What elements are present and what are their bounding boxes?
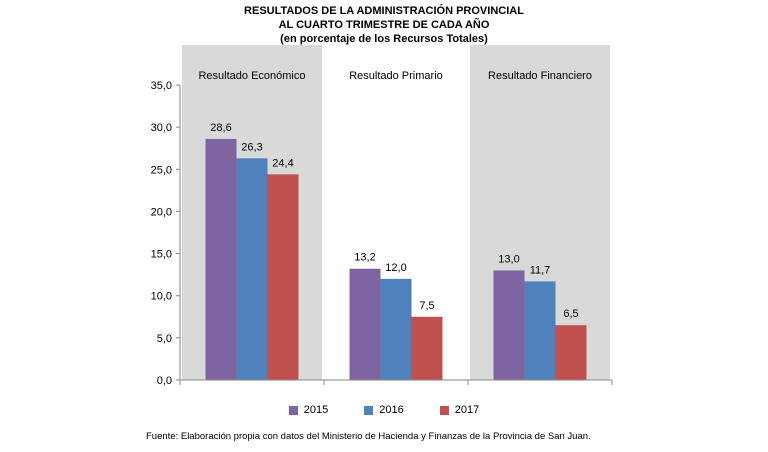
bar-2017 (267, 174, 299, 380)
y-tick-label: 15,0 (151, 249, 172, 261)
legend-label-2016: 2016 (379, 404, 404, 416)
y-tick-label: 5,0 (157, 333, 172, 345)
bar-2015 (349, 268, 381, 380)
legend-swatch-2016 (364, 405, 374, 415)
data-label: 13,0 (498, 253, 519, 265)
bar-2016 (524, 281, 556, 380)
legend-label-2017: 2017 (454, 404, 480, 416)
data-label: 11,7 (530, 264, 551, 276)
bar-2015 (493, 270, 525, 380)
category-label: Resultado Económico (198, 70, 305, 82)
source-note: Fuente: Elaboración propia con datos del… (146, 431, 591, 442)
y-tick-label: 30,0 (151, 122, 172, 134)
data-label: 7,5 (419, 300, 434, 312)
legend-label-2015: 2015 (303, 404, 329, 416)
bar-2017 (411, 316, 443, 380)
y-tick-label: 0,0 (157, 375, 172, 387)
chart-titles: RESULTADOS DE LA ADMINISTRACIÓN PROVINCI… (0, 4, 768, 46)
data-label: 13,2 (354, 252, 375, 264)
data-label: 12,0 (385, 262, 406, 274)
bar-2016 (380, 278, 412, 380)
y-tick-label: 10,0 (151, 291, 172, 303)
chart-subtitle-units: (en porcentaje de los Recursos Totales) (280, 33, 488, 45)
y-tick-label: 35,0 (151, 80, 172, 92)
category-label: Resultado Financiero (488, 70, 592, 82)
bar-chart: Resultado Económico Resultado Primario Res… (151, 45, 613, 387)
legend-swatch-2017 (439, 405, 449, 415)
legend-item-2017: 2017 (439, 404, 480, 416)
data-label: 6,5 (563, 308, 578, 320)
data-label: 26,3 (241, 141, 262, 153)
category-label: Resultado Primario (349, 70, 443, 82)
data-label: 24,4 (272, 157, 293, 169)
data-label: 28,6 (210, 122, 231, 134)
bar-2015 (205, 138, 237, 380)
legend-swatch-2015 (288, 405, 298, 415)
bar-2017 (555, 325, 587, 380)
bar-2016 (236, 158, 268, 380)
chart-title: RESULTADOS DE LA ADMINISTRACIÓN PROVINCI… (244, 5, 524, 17)
legend-item-2016: 2016 (364, 404, 404, 416)
legend-item-2015: 2015 (288, 404, 329, 416)
y-tick-label: 20,0 (151, 206, 172, 218)
chart-subtitle: AL CUARTO TRIMESTRE DE CADA AÑO (278, 19, 490, 31)
y-tick-label: 25,0 (151, 164, 172, 176)
legend: 2015 2016 2017 (0, 404, 768, 416)
